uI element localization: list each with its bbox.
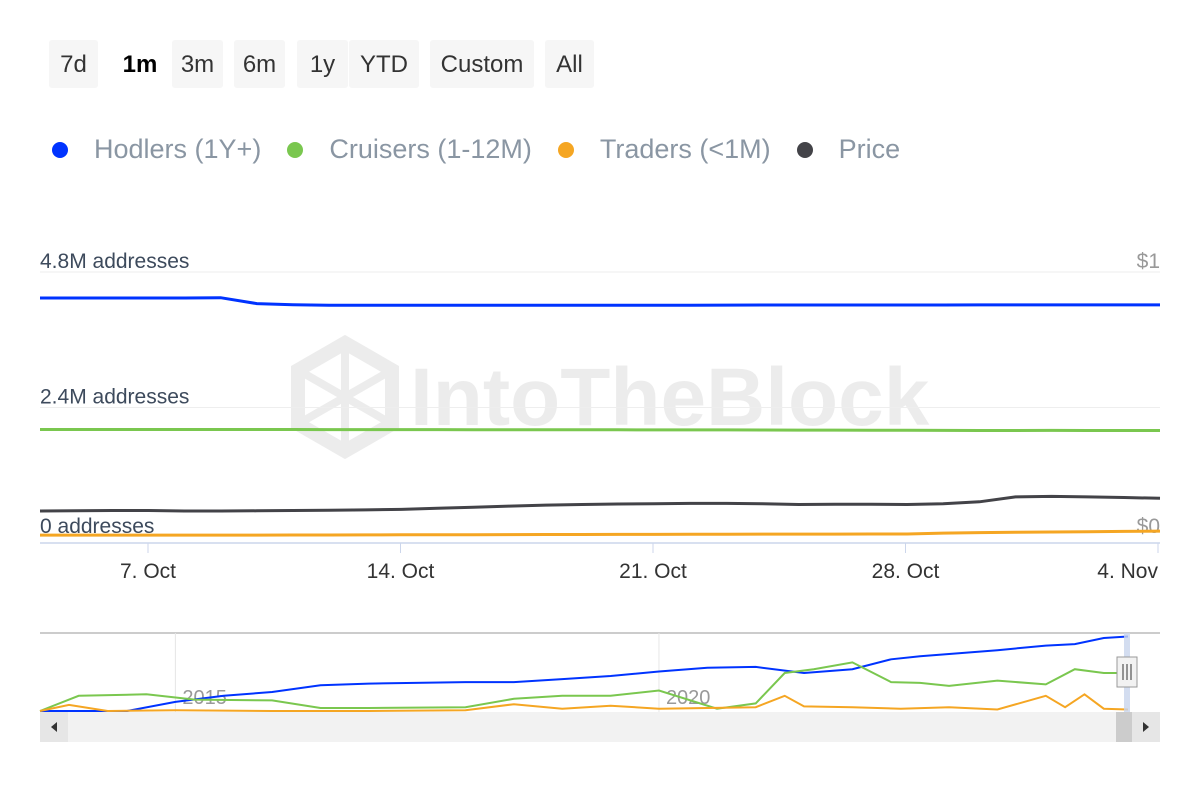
x-tick-label: 14. Oct xyxy=(367,560,435,583)
legend-dot-icon xyxy=(52,141,68,158)
watermark-text: IntoTheBlock xyxy=(410,352,930,443)
x-tick-label: 28. Oct xyxy=(872,560,940,583)
legend-label: Hodlers (1Y+) xyxy=(94,134,262,164)
legend-label: Traders (<1M) xyxy=(599,134,771,164)
arrow-left-icon xyxy=(51,722,57,732)
range-button-6m[interactable]: 6m xyxy=(234,40,285,88)
legend: Hodlers (1Y+) Cruisers (1-12M) Traders (<1… xyxy=(52,134,900,165)
range-button-1y[interactable]: 1y xyxy=(297,40,348,88)
scrollbar-track[interactable] xyxy=(40,712,1160,742)
series-line-price[interactable] xyxy=(39,494,1161,513)
y-right-tick-label: $0 xyxy=(1137,515,1160,538)
arrow-right-icon xyxy=(1143,722,1149,732)
legend-item[interactable]: Price xyxy=(796,134,901,165)
watermark-logo: IntoTheBlock xyxy=(291,334,930,460)
navigator-tick-label: 2020 xyxy=(666,687,711,709)
series-line-cruisers[interactable] xyxy=(40,428,1160,432)
x-tick-label: 7. Oct xyxy=(120,560,176,583)
range-button-all[interactable]: All xyxy=(545,40,594,88)
y-left-tick-label: 0 addresses xyxy=(40,515,154,538)
navigator-series-line xyxy=(39,693,1129,713)
scrollbar-thumb[interactable] xyxy=(1116,712,1132,742)
handle-grip-icon xyxy=(1122,664,1132,680)
legend-label: Cruisers (1-12M) xyxy=(329,134,532,164)
navigator-series-line xyxy=(40,635,1129,712)
y-right-tick-label: $1 xyxy=(1137,250,1160,273)
range-button-ytd[interactable]: YTD xyxy=(349,40,419,88)
series-line-traders[interactable] xyxy=(40,529,1161,537)
x-tick-label: 4. Nov xyxy=(1097,560,1158,583)
legend-dot-icon xyxy=(796,141,813,158)
range-button-custom[interactable]: Custom xyxy=(430,40,534,88)
legend-item[interactable]: Cruisers (1-12M) xyxy=(287,134,532,165)
range-button-1m[interactable]: 1m xyxy=(112,40,168,88)
legend-item[interactable]: Traders (<1M) xyxy=(557,134,771,165)
range-button-3m[interactable]: 3m xyxy=(172,40,223,88)
legend-dot-icon xyxy=(557,141,574,158)
y-left-tick-label: 2.4M addresses xyxy=(40,386,189,409)
legend-item[interactable]: Hodlers (1Y+) xyxy=(52,134,261,165)
legend-label: Price xyxy=(838,134,901,164)
legend-dot-icon xyxy=(287,141,304,158)
y-left-tick-label: 4.8M addresses xyxy=(40,250,189,273)
range-button-7d[interactable]: 7d xyxy=(49,40,98,88)
x-tick-label: 21. Oct xyxy=(619,560,687,583)
series-line-hodlers[interactable] xyxy=(40,296,1160,307)
